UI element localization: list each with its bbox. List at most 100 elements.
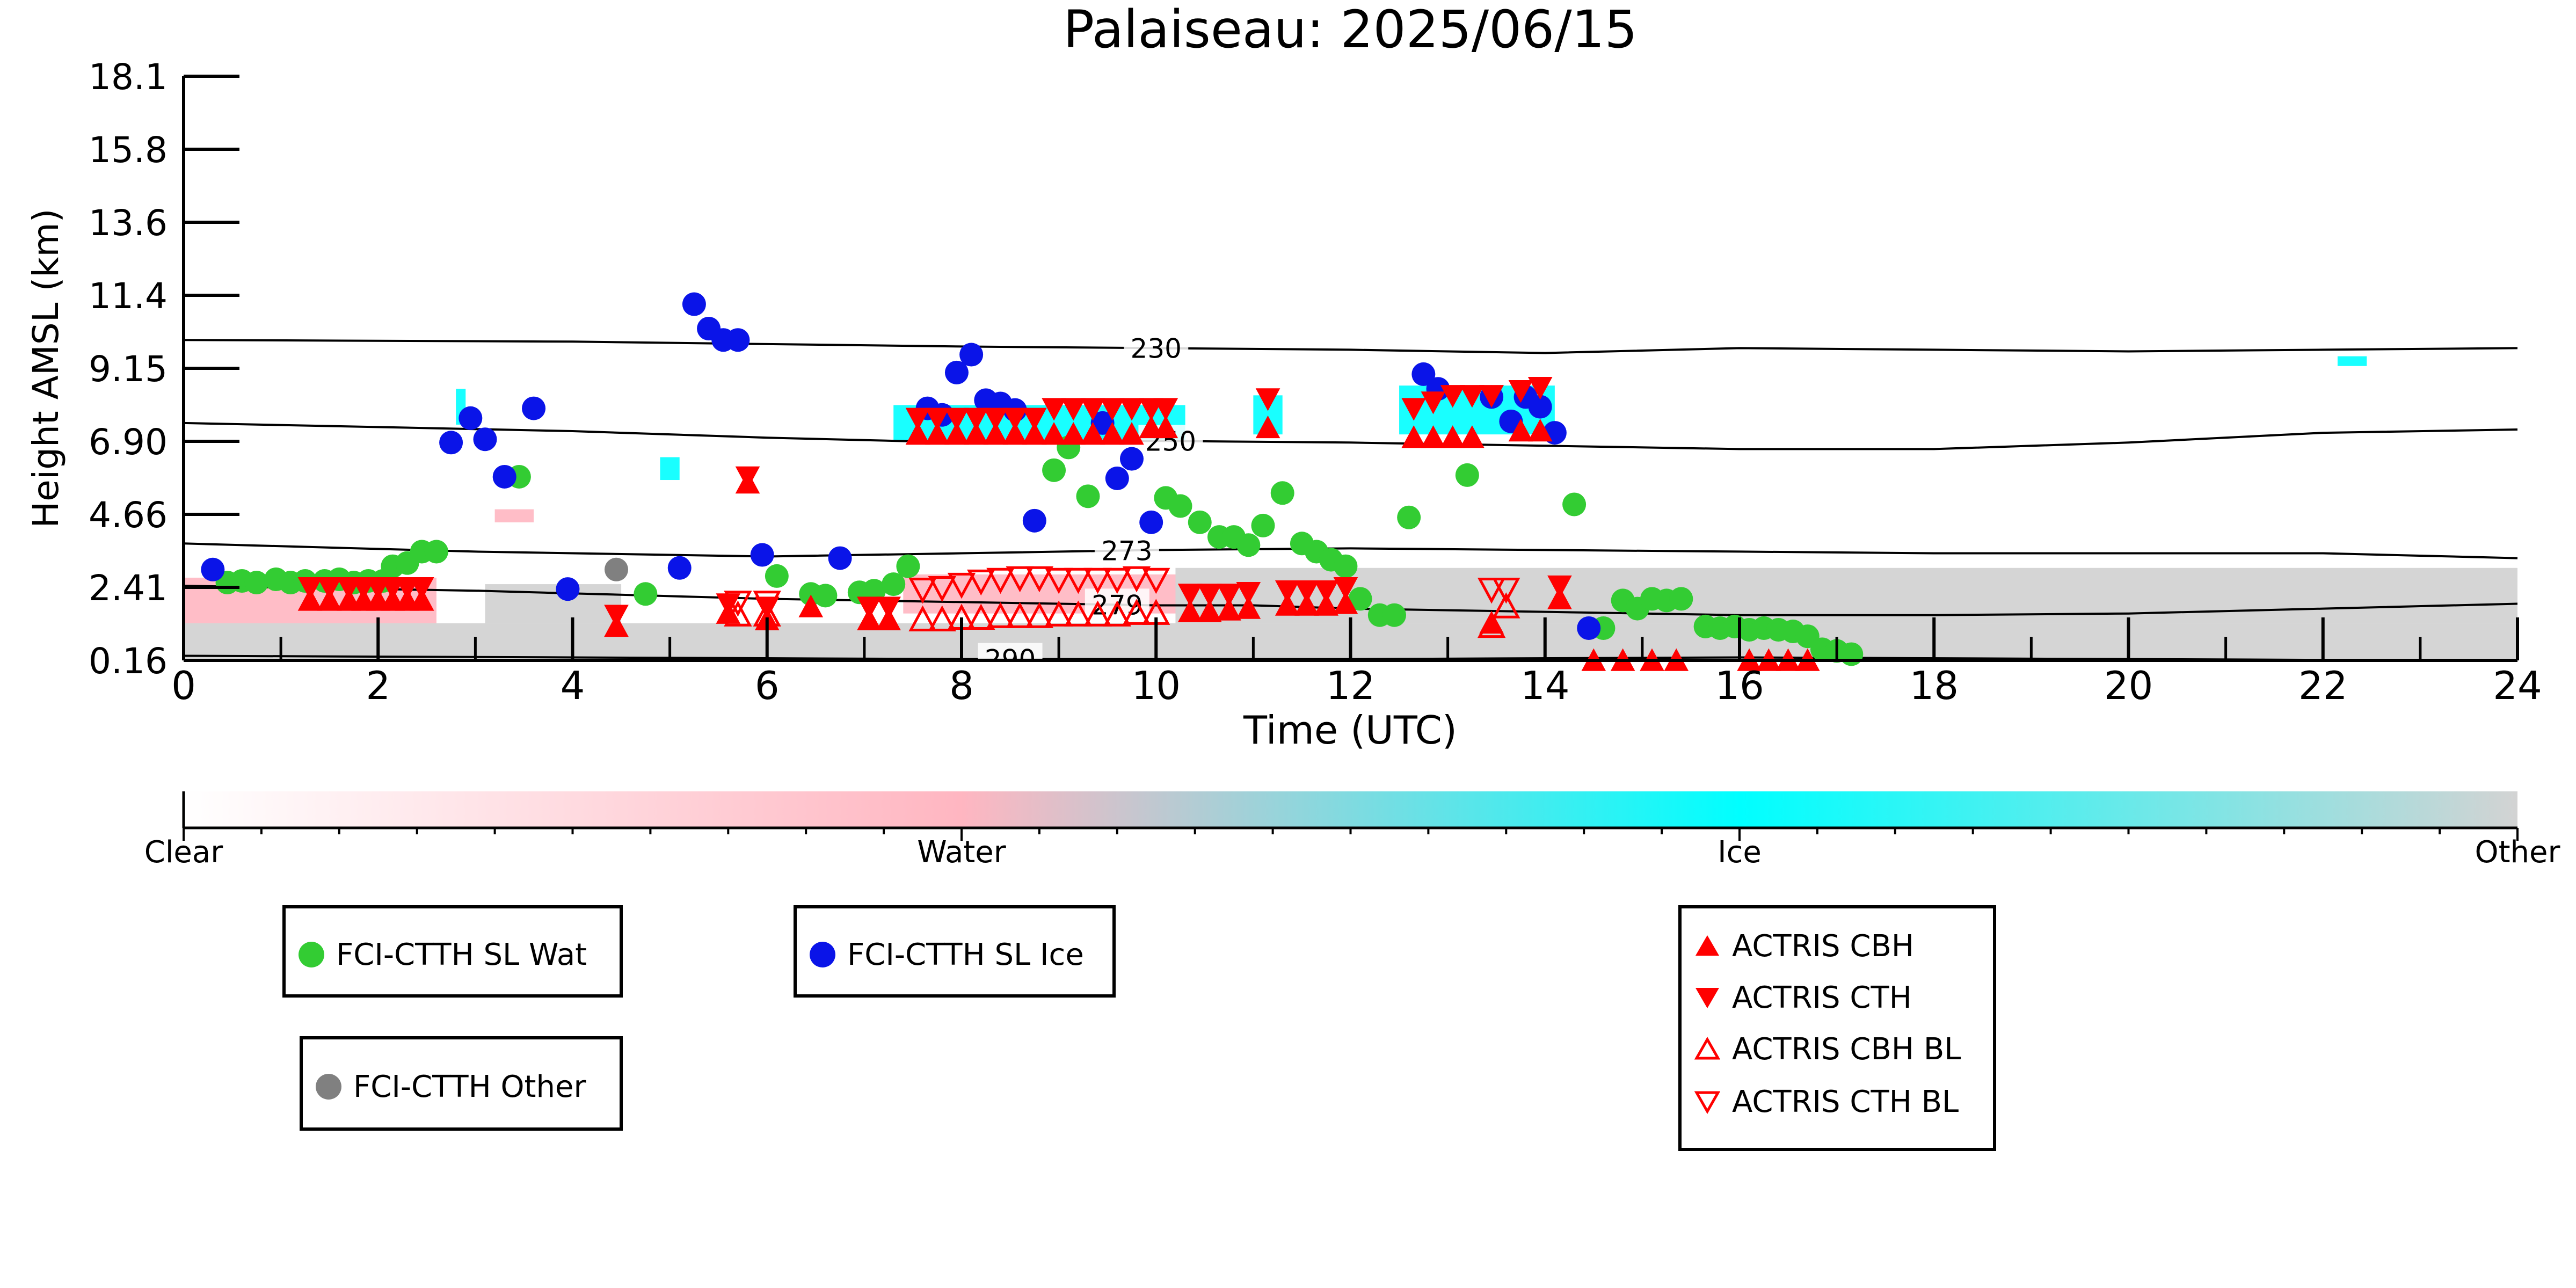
actris-cbh-bl-point [928,605,956,631]
actris-cth-point [1080,398,1105,421]
actris-cbh-point [1177,599,1203,622]
fci-ctth-sl-wat-point [765,564,789,588]
legend-label-cth: ACTRIS CTH [1732,980,1912,1015]
actris-cth-point [735,466,760,490]
actris-cth-bl-point [1142,567,1170,594]
contour-230 [184,339,2517,354]
fci-ctth-sl-wat-point [1669,587,1693,611]
fci-ctth-sl-wat-point [862,579,886,603]
actris-cth-point [1119,398,1144,421]
actris-cbh-point [1421,425,1446,448]
colorbar-label-other: Other [2475,835,2560,870]
actris-cth-point [1508,380,1533,403]
actris-cbh-point [1022,422,1047,445]
legend-label-fci-ice: FCI-CTTH SL Ice [847,937,1084,972]
actris-cbh-point [1294,593,1319,616]
fci-ctth-sl-ice-point [750,543,774,567]
fci-ctth-sl-ice-point [682,292,706,316]
actris-cth-point [1022,407,1047,431]
fci-ctth-sl-wat-point [1397,505,1421,529]
fci-ctth-sl-wat-point [1348,587,1372,611]
actris-cth-point [944,407,969,431]
actris-cth-point [1153,398,1178,421]
blue-circle-icon [810,942,835,967]
actris-cth-point [876,596,901,620]
actris-cbh-point [1217,598,1241,621]
x-tick-label: 10 [1131,663,1181,708]
legend-water: FCI-CTTH SL Wat [282,905,623,998]
contour-label-290: 290 [985,644,1036,675]
fci-ctth-sl-wat-point [896,554,920,578]
actris-cbh-point [905,422,930,445]
contour-label-273: 273 [1101,535,1152,566]
x-tick-label: 0 [171,663,196,708]
fci-ctth-sl-wat-point [1076,484,1100,508]
actris-cbh-point [1508,418,1533,442]
x-tick-label: 22 [2298,663,2348,708]
fci-ctth-sl-ice-point [1119,447,1144,471]
y-axis-label: Height AMSL (km) [25,209,67,528]
actris-cbh-point [1119,422,1144,445]
actris-cth-point [905,407,930,431]
actris-cbh-bl-point [724,600,752,627]
actris-cbh-point [1197,599,1222,622]
actris-cbh-bl-point [1044,600,1073,627]
contour-label-bg [978,643,1043,660]
actris-cth-point [1275,580,1300,603]
filled-triangle-up-icon [1695,935,1719,956]
actris-cbh-point [964,422,989,445]
actris-cbh-point [983,422,1008,445]
actris-cth-point [964,407,989,431]
legend-label-fci-wat: FCI-CTTH SL Wat [336,937,587,972]
fci-ctth-sl-ice-point [522,396,546,420]
fci-ctth-sl-ice-point [1577,616,1601,640]
gray-circle-icon [316,1074,341,1100]
fci-ctth-sl-wat-point [1562,492,1587,516]
actris-cbh-bl-point [1103,600,1131,627]
contour-label-bg [1124,332,1189,365]
actris-cbh-bl-point [1025,602,1054,628]
actris-cth-bl-point [1064,567,1093,594]
open-triangle-up-icon [1694,1036,1720,1060]
actris-cbh-bl-point [1492,592,1520,618]
actris-cth-point [1547,575,1572,599]
actris-cbh-point [1460,425,1485,448]
actris-cth-point [1421,391,1446,414]
actris-cbh-bl-point [967,603,995,630]
filled-triangle-down-icon [1695,988,1719,1008]
actris-cbh-point [1153,415,1178,439]
region-ice [2337,356,2367,366]
actris-cth-bl-point [986,567,1015,594]
fci-ctth-sl-ice-point [828,546,852,570]
actris-cth-point [1401,398,1427,421]
actris-cbh-point [1314,593,1339,616]
fci-ctth-sl-wat-point [424,540,448,564]
actris-cth-point [1217,584,1241,607]
fci-ctth-sl-wat-point [1455,463,1479,487]
colorbar-label-ice: Ice [1718,835,1762,870]
y-tick-label: 6.90 [89,421,168,463]
fci-ctth-sl-wat-point [882,572,906,596]
fci-ctth-sl-ice-point [959,343,984,367]
legend-label-cbh-bl: ACTRIS CBH BL [1732,1031,1961,1067]
fci-ctth-sl-ice-point [667,556,692,580]
actris-cbh-point [1527,418,1553,442]
fci-ctth-sl-ice-point [1022,508,1046,533]
fci-ctth-sl-wat-point [1236,533,1261,557]
fci-ctth-sl-ice-point [1090,411,1115,435]
y-tick-label: 2.41 [89,567,168,609]
x-tick-label: 24 [2493,663,2542,708]
actris-cbh-point [1236,596,1261,619]
x-tick-label: 14 [1520,663,1570,708]
x-tick-label: 20 [2104,663,2153,708]
actris-cbh-point [1080,422,1105,445]
axes: 0 2 4 6 8 10 12 14 16 18 20 22 240.162.414.666.909.1… [89,56,2542,708]
actris-cth-point [1460,385,1485,408]
actris-cbh-point [1440,425,1465,448]
actris-cbh-bl-point [1122,599,1151,625]
actris-cbh-bl-point [1477,612,1506,638]
actris-cth-bl-point [1025,566,1054,593]
y-tick-label: 13.6 [89,202,168,244]
actris-cth-point [857,596,882,620]
actris-cth-point [1042,398,1066,421]
